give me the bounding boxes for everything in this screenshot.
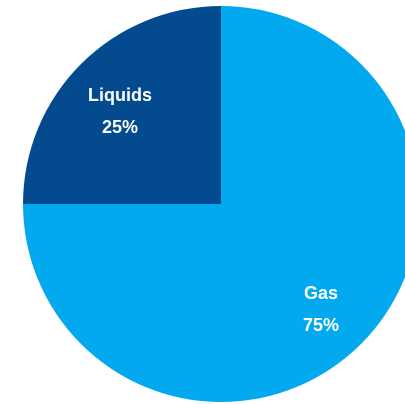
- pie-labels: Liquids 25% Gas 75%: [88, 85, 339, 335]
- pie-slices: [23, 6, 405, 402]
- slice-label-liquids: Liquids: [88, 85, 152, 105]
- slice-value-liquids: 25%: [102, 117, 138, 137]
- slice-value-gas: 75%: [303, 315, 339, 335]
- slice-label-gas: Gas: [304, 283, 338, 303]
- pie-slice-liquids: [23, 6, 221, 204]
- pie-slice-gas: [23, 6, 405, 402]
